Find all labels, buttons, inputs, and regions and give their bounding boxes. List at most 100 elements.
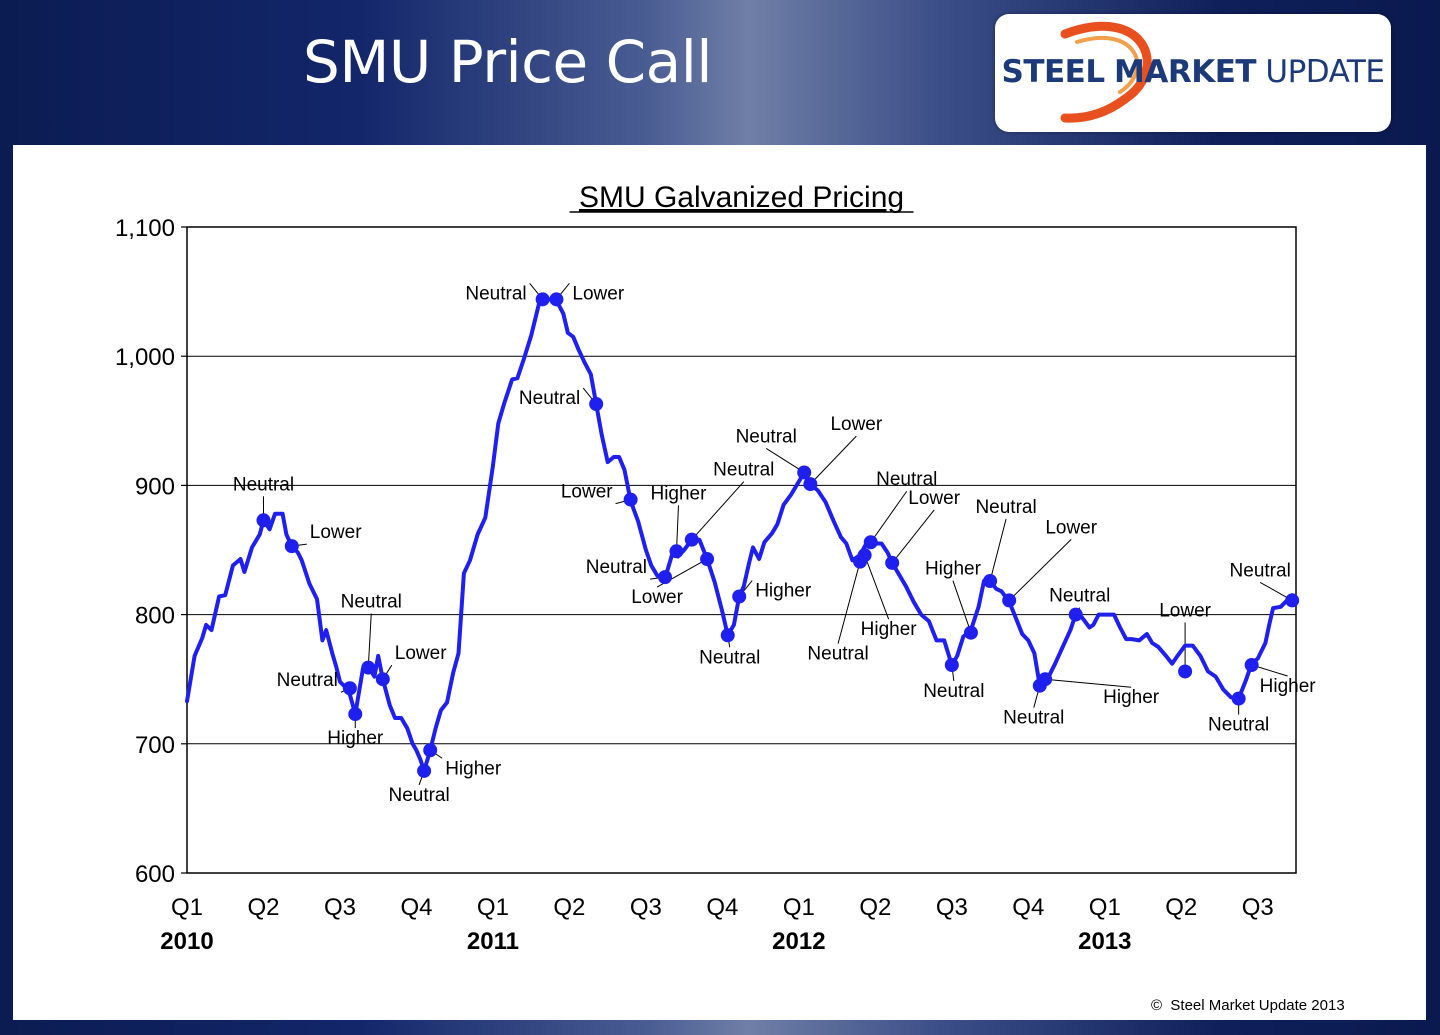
- call-marker: [732, 589, 747, 604]
- call-label: Lower: [908, 488, 960, 509]
- call-label: Neutral: [586, 557, 647, 578]
- call-leader-line: [989, 518, 1007, 582]
- call-marker: [284, 539, 299, 554]
- call-label: Higher: [1260, 676, 1317, 697]
- call-marker: [797, 465, 812, 480]
- logo-swoosh-icon: [1060, 21, 1152, 123]
- call-label: Lower: [631, 587, 683, 608]
- call-label: Lower: [830, 414, 882, 435]
- page-title: SMU Price Call: [303, 28, 712, 96]
- x-tick-label: Q4: [400, 894, 432, 921]
- call-marker: [700, 552, 715, 567]
- call-leader-line: [691, 481, 745, 540]
- steel-market-update-logo: STEEL MARKET UPDATE: [995, 14, 1391, 132]
- call-marker: [669, 544, 684, 559]
- call-label: Neutral: [388, 785, 449, 806]
- call-marker: [623, 492, 638, 507]
- x-tick-label: Q1: [783, 894, 815, 921]
- call-marker: [589, 397, 604, 412]
- call-label: Higher: [925, 559, 982, 580]
- chart-panel: SMU Galvanized Pricing 600 700 800 900 1,000 1…: [13, 145, 1426, 1020]
- call-label: Neutral: [1003, 708, 1064, 729]
- call-marker: [549, 292, 564, 307]
- x-tick-label: Q2: [1165, 894, 1197, 921]
- y-tick-label: 1,000: [115, 344, 175, 371]
- call-label: Neutral: [1049, 586, 1110, 607]
- call-leader-line: [891, 509, 935, 564]
- call-marker: [658, 570, 673, 585]
- copyright-notice: © Steel Market Update 2013: [1151, 997, 1345, 1014]
- call-label: Lower: [1159, 600, 1211, 621]
- call-label: Neutral: [807, 644, 868, 665]
- call-label: Neutral: [923, 681, 984, 702]
- call-marker: [1038, 672, 1053, 687]
- y-tick-label: 1,100: [115, 215, 175, 242]
- year-label: 2010: [160, 928, 213, 955]
- call-label: Lower: [310, 522, 362, 543]
- call-marker: [1068, 607, 1083, 622]
- price-line: [185, 297, 1298, 773]
- logo-word-market: MARKET: [1113, 54, 1257, 90]
- call-label: Higher: [755, 581, 812, 602]
- call-label: Neutral: [699, 647, 760, 668]
- call-marker: [885, 555, 900, 570]
- call-marker: [361, 660, 376, 675]
- y-tick-label: 900: [135, 473, 175, 500]
- call-marker: [342, 681, 357, 696]
- chart-title: SMU Galvanized Pricing: [579, 181, 904, 214]
- copyright-text: Steel Market Update 2013: [1170, 997, 1345, 1014]
- logo-wordmark: STEEL MARKET UPDATE: [995, 54, 1391, 90]
- call-marker: [1285, 593, 1300, 608]
- logo-word-update: UPDATE: [1265, 54, 1385, 90]
- year-label: 2012: [772, 928, 825, 955]
- x-tick-label: Q4: [706, 894, 738, 921]
- call-marker: [1244, 657, 1259, 672]
- y-tick-label: 700: [135, 732, 175, 759]
- call-label: Higher: [1103, 687, 1160, 708]
- call-leader-line: [864, 554, 890, 620]
- x-tick-label: Q1: [171, 894, 203, 921]
- x-tick-label: Q2: [859, 894, 891, 921]
- x-tick-label: Q3: [630, 894, 662, 921]
- call-leader-line: [1045, 678, 1132, 688]
- call-marker: [535, 292, 550, 307]
- call-marker: [256, 513, 271, 528]
- x-tick-label: Q2: [553, 894, 585, 921]
- copyright-symbol: ©: [1151, 997, 1163, 1014]
- call-label: Lower: [395, 643, 447, 664]
- call-leader-line: [809, 435, 857, 485]
- x-tick-label: Q1: [477, 894, 509, 921]
- call-label: Neutral: [975, 497, 1036, 518]
- call-marker: [1002, 593, 1017, 608]
- slide-header: SMU Price Call STEEL MARKET UPDATE: [0, 0, 1440, 145]
- call-marker: [803, 477, 818, 492]
- x-tick-label: Q4: [1012, 894, 1044, 921]
- call-label: Higher: [327, 728, 384, 749]
- logo-word-steel: STEEL: [1001, 54, 1106, 90]
- call-leader-line: [367, 613, 372, 668]
- call-label: Neutral: [713, 460, 774, 481]
- call-label: Higher: [650, 483, 707, 504]
- call-marker: [963, 625, 978, 640]
- call-marker: [348, 707, 363, 722]
- y-tick-label: 600: [135, 861, 175, 888]
- call-label: Neutral: [277, 670, 338, 691]
- price-chart: SMU Galvanized Pricing 600 700 800 900 1,000 1…: [115, 181, 1317, 955]
- call-label: Lower: [1045, 517, 1097, 538]
- x-tick-label: Q1: [1089, 894, 1121, 921]
- call-marker: [1231, 691, 1246, 706]
- call-label: Neutral: [519, 388, 580, 409]
- call-label: Neutral: [1208, 715, 1269, 736]
- call-marker: [944, 657, 959, 672]
- call-label: Higher: [861, 619, 918, 640]
- call-marker: [1178, 664, 1193, 679]
- leader-layer: [262, 283, 1293, 786]
- call-label: Higher: [445, 758, 502, 779]
- call-label: Lower: [572, 283, 624, 304]
- call-marker: [720, 628, 735, 643]
- x-tick-label: Q3: [324, 894, 356, 921]
- year-label: 2011: [467, 928, 519, 955]
- call-marker: [684, 532, 699, 547]
- call-leader-line: [952, 580, 972, 633]
- call-label: Neutral: [233, 474, 294, 495]
